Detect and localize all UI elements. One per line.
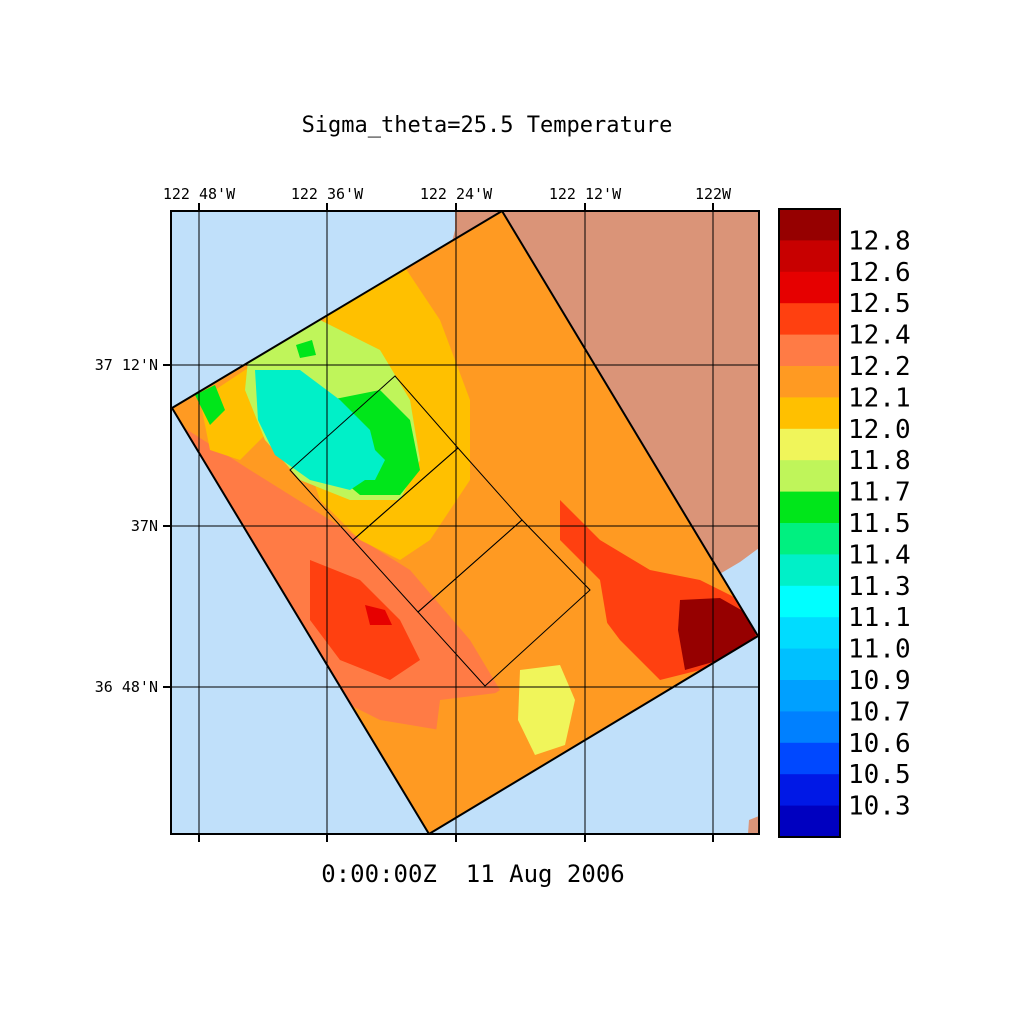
colorbar-swatch [779,742,840,775]
colorbar [778,208,841,838]
colorbar-swatch [779,428,840,461]
sampling-boxes [289,375,591,687]
grid-lines [171,211,759,834]
colorbar-label: 12.6 [848,258,911,288]
colorbar-swatch [779,271,840,304]
colorbar-swatch [779,334,840,367]
colorbar-label: 11.0 [848,635,911,665]
x-tick-label: 122 48'W [163,185,236,203]
colorbar-frame [778,208,841,838]
plot-title: Sigma_theta=25.5 Temperature [302,113,673,138]
colorbar-swatch [779,774,840,807]
map-area [171,211,759,834]
colorbar-swatch [779,648,840,681]
x-tick-label: 122W [695,185,732,203]
colorbar-swatch [779,397,840,430]
plot-frame [170,210,760,835]
colorbar-label: 11.5 [848,509,911,539]
colorbar-label: 11.1 [848,603,911,633]
colorbar-label: 10.5 [848,760,911,790]
colorbar-swatch [779,366,840,398]
colorbar-label: 12.1 [848,383,911,413]
land-islet [748,816,759,834]
colorbar-label: 10.3 [848,792,911,822]
x-tick-label: 122 12'W [549,185,622,203]
y-tick-label: 36 48'N [95,678,158,696]
colorbar-swatch [779,491,840,524]
timestamp: 0:00:00Z 11 Aug 2006 [321,860,624,888]
sampling-box-3 [417,519,591,687]
colorbar-label: 11.8 [848,446,911,476]
colorbar-label: 10.6 [848,729,911,759]
colorbar-swatch [779,209,840,241]
colorbar-label: 10.9 [848,666,911,696]
x-axis-labels: 122 48'W 122 36'W 122 24'W 122 12'W 122W [163,185,732,203]
colorbar-swatch [779,711,840,744]
colorbar-swatch [779,303,840,336]
x-tick-label: 122 36'W [291,185,364,203]
colorbar-label: 11.4 [848,540,911,570]
colorbar-swatch [779,460,840,493]
colorbar-labels: 12.812.612.512.412.212.112.011.811.711.5… [848,226,911,821]
colorbar-label: 12.8 [848,226,911,256]
colorbar-swatch [779,240,840,273]
colorbar-swatch [779,585,840,618]
colorbar-label: 12.0 [848,415,911,445]
colorbar-swatch [779,554,840,587]
colorbar-label: 12.5 [848,289,911,319]
colorbar-swatch [779,805,840,838]
colorbar-swatch [779,680,840,712]
colorbar-label: 11.7 [848,478,911,508]
x-tick-label: 122 24'W [420,185,493,203]
colorbar-swatch [779,617,840,650]
colorbar-label: 11.3 [848,572,911,602]
colorbar-label: 12.4 [848,321,911,351]
y-axis-labels: 37 12'N 37N 36 48'N [95,356,158,696]
colorbar-label: 10.7 [848,697,911,727]
y-tick-label: 37 12'N [95,356,158,374]
colorbar-label: 12.2 [848,352,911,382]
y-tick-label: 37N [131,517,158,535]
colorbar-swatch [779,523,840,555]
